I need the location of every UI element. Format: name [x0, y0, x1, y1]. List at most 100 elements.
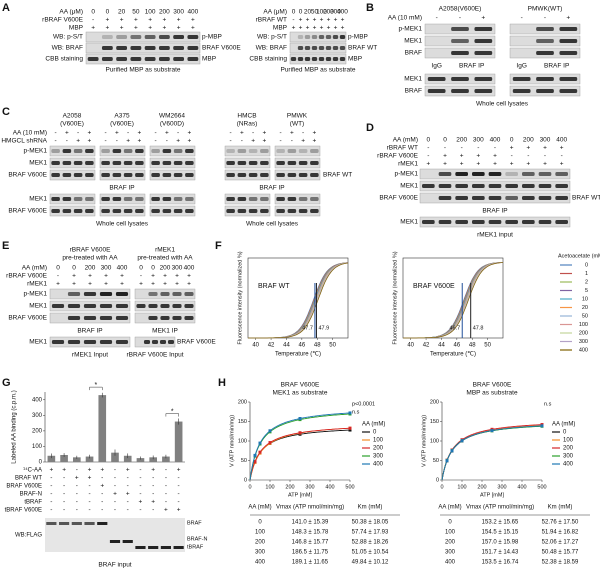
point [268, 441, 272, 445]
lane-label: + [177, 507, 181, 514]
blot [99, 169, 146, 181]
lane-label: + [187, 138, 191, 145]
lane-label: - [427, 153, 429, 160]
lane-label: + [120, 273, 124, 280]
band [85, 209, 94, 213]
lane-label: + [72, 273, 76, 280]
label: (NRas) [237, 121, 258, 128]
band [184, 292, 194, 296]
lane-label: - [57, 273, 59, 280]
band [148, 546, 159, 549]
band [260, 173, 269, 177]
lane-label: + [560, 145, 564, 152]
band [226, 209, 235, 213]
lane-label: + [493, 161, 497, 168]
band [297, 57, 304, 61]
band [184, 304, 194, 308]
lane-label: + [262, 130, 266, 137]
label: BRAF input [98, 562, 131, 569]
lane-label: + [510, 145, 514, 152]
bar [60, 455, 68, 462]
table-cell: 154.5 ± 15.15 [482, 530, 519, 536]
label: BRAF V600E [8, 172, 47, 179]
table-header: AA (mM) [438, 505, 461, 511]
band [474, 39, 493, 43]
label: rBRAF WT [387, 145, 418, 152]
band [162, 173, 172, 177]
lane-label: - [521, 15, 523, 22]
lane-label: 0 [91, 9, 95, 16]
legend-label: 400 [373, 462, 384, 468]
band [123, 197, 133, 201]
lane-label: - [55, 130, 57, 137]
lane-label: + [175, 273, 179, 280]
lane-label: - [139, 507, 141, 514]
lane-label: 20 [118, 9, 126, 16]
band [158, 46, 170, 50]
band [287, 197, 297, 201]
label: HMCB [237, 113, 256, 120]
blot [274, 169, 321, 181]
legend-label: 1 [585, 271, 588, 277]
band [99, 292, 113, 296]
band [84, 522, 95, 525]
band [310, 173, 319, 177]
label: Whole cell lysates [246, 221, 299, 228]
melt-curve [248, 262, 349, 339]
band [101, 149, 110, 153]
lane-label: + [139, 499, 143, 506]
lane-label: - [444, 145, 446, 152]
plot-title: BRAF V600E [473, 382, 512, 389]
label: rBRAF V600E Input [126, 352, 183, 359]
y-axis-label: Fluorescence intensity (normalized %) [392, 251, 398, 344]
bar [47, 455, 56, 462]
band [488, 172, 502, 176]
bar [149, 457, 157, 462]
lane-label: - [152, 483, 154, 490]
lane-label: + [88, 475, 92, 482]
band [135, 149, 144, 153]
band [310, 149, 319, 153]
x-tick-label: 100 [457, 484, 466, 490]
x-tick-label: 40 [252, 343, 259, 349]
band [298, 209, 308, 213]
band [488, 220, 502, 224]
table-cell: 186.5 ± 11.75 [292, 550, 329, 556]
label: pre-treated with AA [137, 255, 193, 262]
lane-label: + [88, 273, 92, 280]
label: IgG [431, 63, 441, 70]
band [67, 316, 81, 320]
band [339, 46, 346, 50]
x-tick-label: 44 [438, 343, 445, 349]
blot [85, 31, 201, 43]
band [297, 46, 304, 50]
label: Purified MBP as substrate [105, 67, 180, 74]
band [160, 292, 170, 296]
blot [85, 53, 201, 65]
label: p-MEK1 [24, 148, 48, 155]
band [162, 197, 172, 201]
label: CBB staining [45, 56, 83, 63]
y-tick-label: 200 [238, 399, 247, 405]
fit-curve [441, 425, 543, 481]
blot [85, 42, 201, 54]
lane-label: 200 [85, 265, 96, 272]
blot [99, 193, 146, 205]
blot [49, 145, 96, 157]
lane-label: + [163, 273, 167, 280]
plot-title: MBP as substrate [466, 390, 518, 397]
legend-label: 100 [373, 438, 384, 444]
band [85, 173, 94, 177]
y-tick-label: 0 [436, 477, 439, 483]
y-axis-label: V (ATP nmol/min/mg) [421, 415, 427, 467]
label: BRAF V600E [8, 315, 47, 322]
lane-label: - [166, 138, 168, 145]
band [144, 35, 156, 39]
band [522, 184, 535, 188]
lane-label: - [230, 138, 232, 145]
label: BRAF IP [77, 328, 102, 335]
label: BRAF V600E [6, 484, 42, 490]
blot [289, 42, 347, 54]
label: rBRAF V600E [42, 17, 83, 24]
lane-label: 20 [304, 9, 312, 16]
